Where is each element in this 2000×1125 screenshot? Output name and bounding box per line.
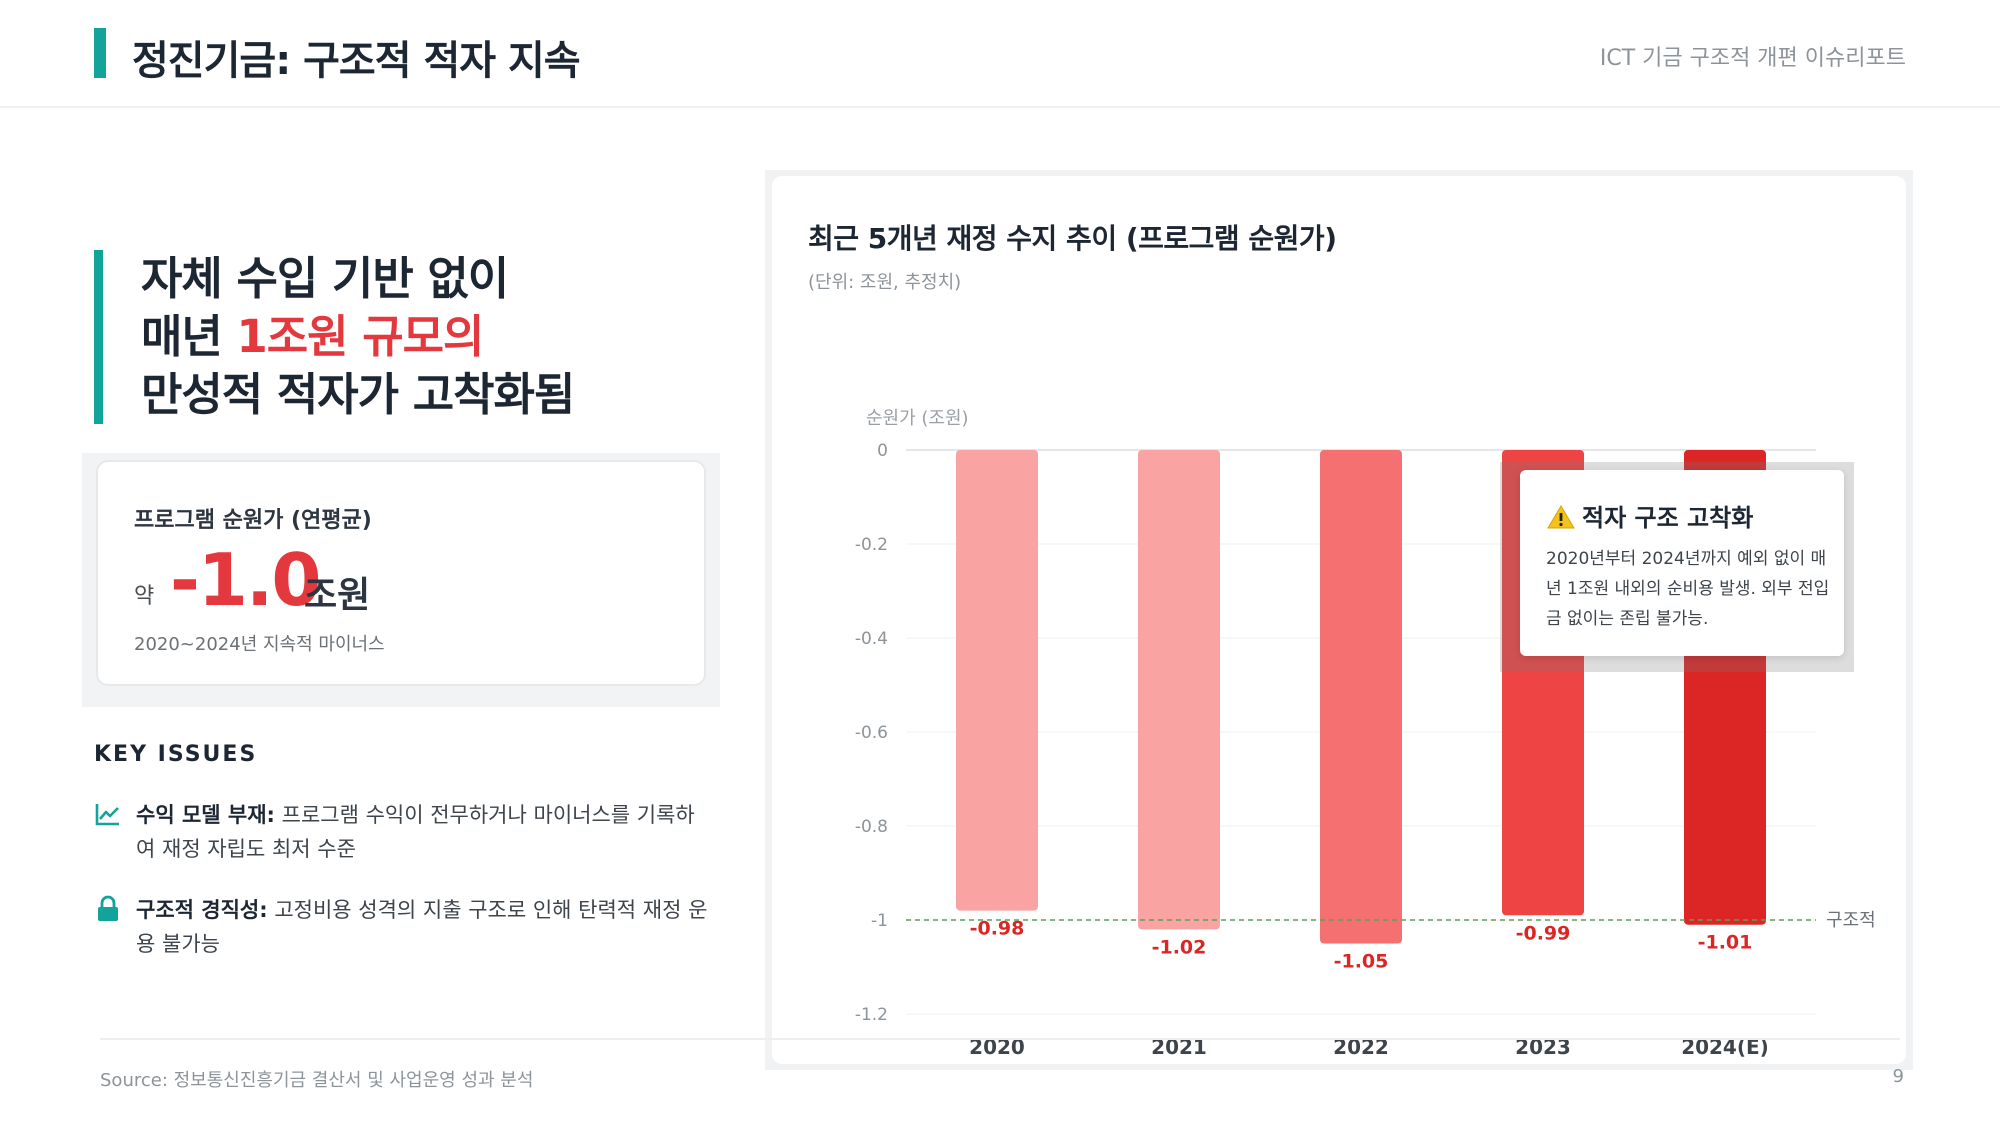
issue-title: 수익 모델 부재:: [136, 803, 275, 827]
page-header: 정진기금: 구조적 적자 지속 ICT 기금 구조적 개편 이슈리포트: [0, 0, 2000, 108]
chart-unit-note: (단위: 조원, 추정치): [808, 272, 962, 293]
page-number: 9: [1892, 1066, 1904, 1087]
issue-description: 프로그램 수익이 전무하거나 마이너스를 기록하여 재정 자립도 최저 수준: [136, 803, 695, 861]
report-name: ICT 기금 구조적 개편 이슈리포트: [1599, 46, 1906, 71]
key-issues-heading: KEY ISSUES: [94, 742, 258, 767]
y-tick-label: -0.8: [855, 817, 888, 837]
issue-text: 수익 모델 부재: 프로그램 수익이 전무하거나 마이너스를 기록하여 재정 자…: [136, 798, 714, 866]
headline-accent: 1조원 규모의: [236, 310, 484, 363]
issue-item-rigidity: 구조적 경직성: 고정비용 성격의 지출 구조로 인해 탄력적 재정 운용 불가…: [94, 893, 714, 961]
headline-block: 자체 수입 기반 없이 매년 1조원 규모의 만성적 적자가 고착화됨: [94, 250, 575, 424]
headline-line-2: 매년 1조원 규모의: [141, 308, 574, 366]
callout-title-row: 적자 구조 고착화: [1546, 498, 1753, 533]
y-tick-label: 0: [877, 441, 888, 461]
value-label: -1.05: [1334, 951, 1389, 973]
stat-value: -1.0: [170, 538, 321, 622]
lock-icon: [94, 895, 122, 923]
issue-title: 구조적 경직성:: [136, 898, 268, 922]
issue-description: 고정비용 성격의 지출 구조로 인해 탄력적 재정 운용 불가능: [136, 898, 708, 956]
title-accent-bar: [94, 28, 106, 78]
callout-body: 2020년부터 2024년까지 예외 없이 매년 1조원 내외의 순비용 발생.…: [1546, 549, 1830, 629]
y-tick-label: -0.4: [855, 629, 888, 649]
source-note: Source: 정보통신진흥기금 결산서 및 사업운영 성과 분석: [100, 1070, 534, 1091]
stat-approx: 약: [134, 584, 155, 609]
stat-label: 프로그램 순원가 (연평균): [134, 508, 372, 533]
bar-2021: [1138, 450, 1220, 930]
callout-box: 적자 구조 고착화 2020년부터 2024년까지 예외 없이 매년 1조원 내…: [1520, 470, 1844, 656]
chart-title: 최근 5개년 재정 수지 추이 (프로그램 순원가): [808, 222, 1337, 255]
y-axis-label: 순원가 (조원): [866, 408, 969, 429]
warning-icon: [1546, 504, 1576, 530]
headline-line-3: 만성적 적자가 고착화됨: [141, 368, 575, 421]
bar-2022: [1320, 450, 1402, 944]
value-label: -0.99: [1516, 922, 1571, 944]
y-tick-label: -1.2: [855, 1005, 888, 1025]
y-tick-label: -1: [871, 911, 888, 931]
issue-text: 구조적 경직성: 고정비용 성격의 지출 구조로 인해 탄력적 재정 운용 불가…: [136, 893, 714, 961]
callout-title: 적자 구조 고착화: [1582, 504, 1754, 532]
page-title: 정진기금: 구조적 적자 지속: [132, 38, 581, 84]
trend-chart-icon: [94, 800, 122, 828]
y-tick-label: -0.6: [855, 723, 888, 743]
y-tick-label: -0.2: [855, 535, 888, 555]
issue-item-revenue: 수익 모델 부재: 프로그램 수익이 전무하거나 마이너스를 기록하여 재정 자…: [94, 798, 714, 866]
footer-divider: [100, 1038, 1900, 1040]
headline-line-2-prefix: 매년: [141, 310, 237, 363]
headline-line-1: 자체 수입 기반 없이: [141, 252, 509, 305]
stat-unit: 조원: [304, 575, 371, 616]
reference-line-label: 구조적: [1826, 910, 1876, 931]
stat-card: 프로그램 순원가 (연평균) 약 -1.0 조원 2020~2024년 지속적 …: [96, 460, 706, 686]
value-label: -1.01: [1698, 932, 1753, 954]
value-label: -0.98: [970, 918, 1025, 940]
bar-2020: [956, 450, 1038, 911]
stat-subtext: 2020~2024년 지속적 마이너스: [134, 634, 385, 655]
value-label: -1.02: [1152, 936, 1207, 958]
